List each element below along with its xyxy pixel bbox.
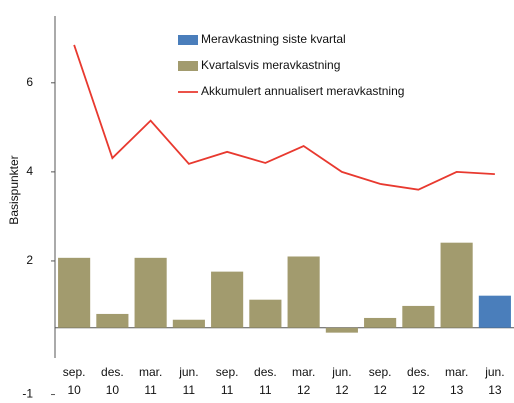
- bar: [364, 317, 397, 328]
- x-tick-label-line: des.: [101, 365, 124, 379]
- x-tick-label: sep. 11: [216, 365, 239, 397]
- bar: [134, 257, 167, 328]
- x-tick-label-line: 11: [144, 383, 157, 397]
- bar: [172, 319, 205, 328]
- x-tick-label-line: mar.: [139, 365, 162, 379]
- legend-label: Akkumulert annualisert meravkastning: [201, 84, 404, 98]
- x-tick-label: mar. 11: [139, 365, 162, 397]
- y-tick-label: -1: [22, 387, 33, 401]
- x-tick-label-line: sep.: [216, 365, 239, 379]
- x-tick-label-line: jun.: [331, 365, 351, 379]
- x-tick-label: des. 11: [254, 365, 277, 397]
- y-tick-label: 4: [26, 164, 33, 178]
- x-tick-label: jun. 13: [484, 365, 504, 397]
- x-tick-label-line: 12: [297, 383, 311, 397]
- bar: [440, 242, 473, 328]
- legend-label: Kvartalsvis meravkastning: [201, 58, 340, 72]
- legend-swatch: [178, 35, 198, 45]
- legend-swatch: [178, 61, 198, 71]
- y-tick-label: 6: [26, 75, 33, 89]
- bar: [325, 327, 358, 333]
- x-tick-label: des. 10: [101, 365, 124, 397]
- x-tick-label-line: sep.: [63, 365, 86, 379]
- x-tick-label: sep. 12: [369, 365, 392, 397]
- x-tick-label: jun. 11: [178, 365, 198, 397]
- y-tick-label: 2: [26, 253, 33, 267]
- x-tick-label: sep. 10: [63, 365, 86, 397]
- bar: [478, 295, 511, 328]
- x-tick-label-line: 10: [67, 383, 81, 397]
- line: [73, 44, 495, 191]
- x-tick-label-line: 12: [335, 383, 349, 397]
- x-tick-label-line: jun.: [484, 365, 504, 379]
- bar: [402, 305, 435, 328]
- x-tick-label-line: 10: [106, 383, 120, 397]
- x-tick-label: mar. 13: [445, 365, 468, 397]
- x-tick-label-line: 11: [259, 383, 272, 397]
- x-tick-label-line: 13: [450, 383, 464, 397]
- x-tick-label-line: sep.: [369, 365, 392, 379]
- y-axis-label: Basispunkter: [7, 155, 21, 224]
- bar: [58, 257, 91, 328]
- x-tick-label: des. 12: [407, 365, 430, 397]
- x-tick-label-line: 12: [412, 383, 426, 397]
- x-tick-label-line: 11: [183, 383, 196, 397]
- x-tick-label: jun. 12: [331, 365, 351, 397]
- x-tick-label-line: 11: [221, 383, 234, 397]
- bar: [211, 271, 244, 328]
- x-tick-label-line: mar.: [292, 365, 315, 379]
- x-tick-label-line: des.: [254, 365, 277, 379]
- x-tick-label-line: 12: [373, 383, 387, 397]
- x-tick-label-line: jun.: [178, 365, 198, 379]
- x-tick-label-line: des.: [407, 365, 430, 379]
- bar: [287, 256, 320, 328]
- bar: [96, 313, 129, 328]
- x-tick-label-line: mar.: [445, 365, 468, 379]
- x-tick-label-line: 13: [488, 383, 502, 397]
- bar: [249, 299, 282, 328]
- x-tick-label: mar. 12: [292, 365, 315, 397]
- legend-label: Meravkastning siste kvartal: [201, 32, 346, 46]
